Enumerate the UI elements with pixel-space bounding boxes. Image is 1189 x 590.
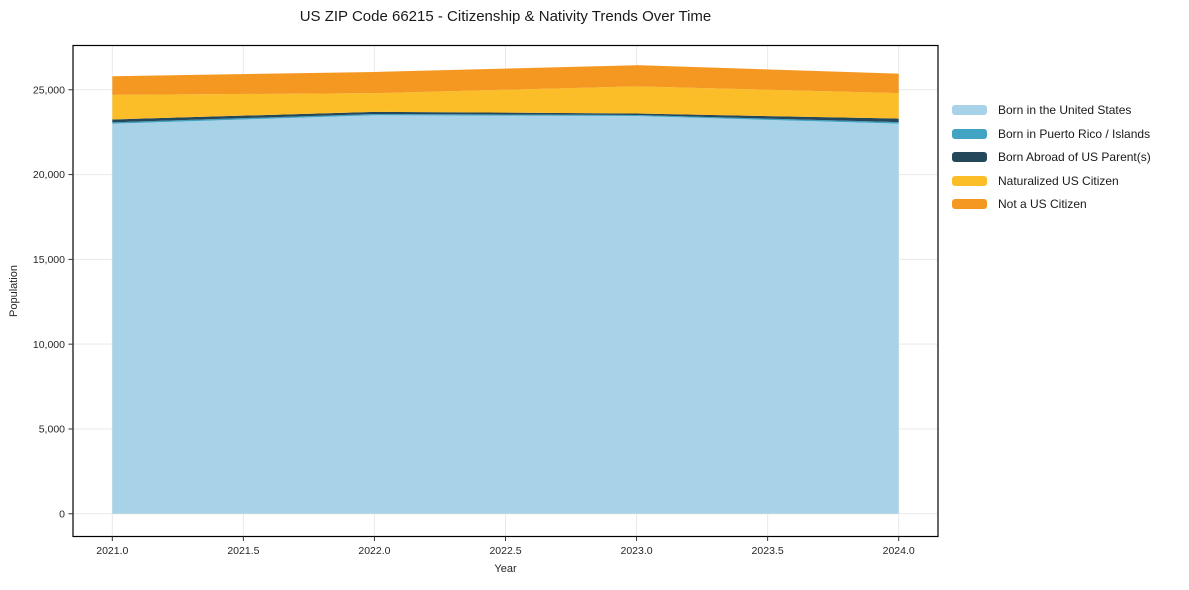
x-tick-label: 2024.0 <box>883 545 915 557</box>
area-series-4 <box>112 65 899 95</box>
legend-item: Naturalized US Citizen <box>952 174 1151 188</box>
y-tick-label: 5,000 <box>39 424 65 436</box>
area-series-0 <box>112 115 899 514</box>
chart-title: US ZIP Code 66215 - Citizenship & Nativi… <box>299 8 712 25</box>
x-tick-label: 2023.0 <box>620 545 652 557</box>
legend: Born in the United States Born in Puerto … <box>952 103 1151 221</box>
x-tick-label: 2022.0 <box>358 545 390 557</box>
legend-swatch <box>952 105 987 115</box>
area-series-3 <box>112 86 899 120</box>
legend-swatch <box>952 175 987 186</box>
legend-swatch <box>952 199 987 209</box>
legend-swatch <box>952 128 987 139</box>
x-tick-label: 2021.0 <box>96 545 128 557</box>
x-tick-label: 2023.5 <box>752 545 784 557</box>
legend-item: Born Abroad of US Parent(s) <box>952 150 1151 164</box>
area-series-1 <box>112 114 899 124</box>
legend-label: Born Abroad of US Parent(s) <box>998 150 1151 164</box>
legend-swatch <box>952 152 987 162</box>
y-tick-label: 10,000 <box>33 339 65 351</box>
x-axis-label: Year <box>494 563 517 575</box>
legend-item: Not a US Citizen <box>952 197 1151 211</box>
legend-label: Not a US Citizen <box>998 197 1087 211</box>
legend-item: Born in the United States <box>952 103 1151 117</box>
legend-label: Born in the United States <box>998 103 1132 117</box>
legend-item: Born in Puerto Rico / Islands <box>952 127 1151 141</box>
y-tick-label: 20,000 <box>33 169 65 181</box>
area-series-2 <box>112 111 899 123</box>
x-tick-label: 2021.5 <box>227 545 259 557</box>
legend-label: Naturalized US Citizen <box>998 173 1119 188</box>
legend-label: Born in Puerto Rico / Islands <box>998 126 1151 141</box>
y-tick-label: 0 <box>59 508 65 520</box>
y-tick-label: 15,000 <box>33 254 65 266</box>
x-tick-label: 2022.5 <box>489 545 521 557</box>
y-tick-label: 25,000 <box>33 84 65 96</box>
